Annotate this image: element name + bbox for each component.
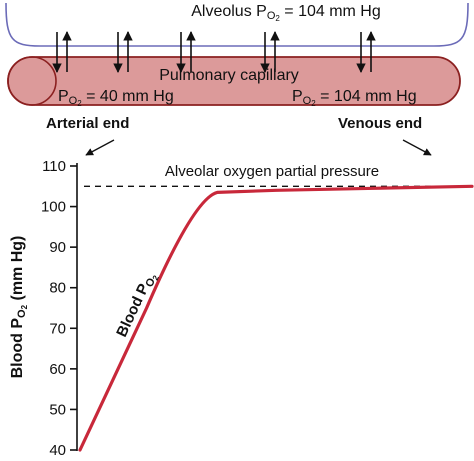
alveolar-reference-label: Alveolar oxygen partial pressure [165,163,379,180]
alveolus-po2-label: Alveolus PO2 = 104 mm Hg [191,3,381,23]
arterial-end-pointer-arrow [85,139,115,156]
y-tick-label: 40 [49,442,66,459]
arterial-po2-label: PO2 = 40 mm Hg [58,88,174,108]
y-tick-label: 100 [41,199,66,216]
venous-end-pointer-arrow [402,139,432,156]
blood-po2-curve [78,184,474,452]
diffusion-arrows [52,31,376,73]
y-tick-label: 60 [49,361,66,378]
pulmonary-capillary-label: Pulmonary capillary [159,67,299,84]
venous-po2-label: PO2 = 104 mm Hg [292,88,417,108]
capillary-arterial-opening [7,56,57,106]
y-axis-ticks: 40 50 60 70 80 90 100 110 [41,158,77,459]
y-tick-label: 90 [49,239,66,256]
alveolus-outline [5,2,469,47]
venous-end-label: Venous end [338,115,422,132]
y-tick-label: 80 [49,280,66,297]
y-tick-label: 70 [49,320,66,337]
y-tick-label: 110 [42,158,66,175]
y-axis-label: Blood PO2 (mm Hg) [9,236,29,379]
y-tick-label: 50 [49,401,66,418]
arterial-end-label: Arterial end [46,115,129,132]
